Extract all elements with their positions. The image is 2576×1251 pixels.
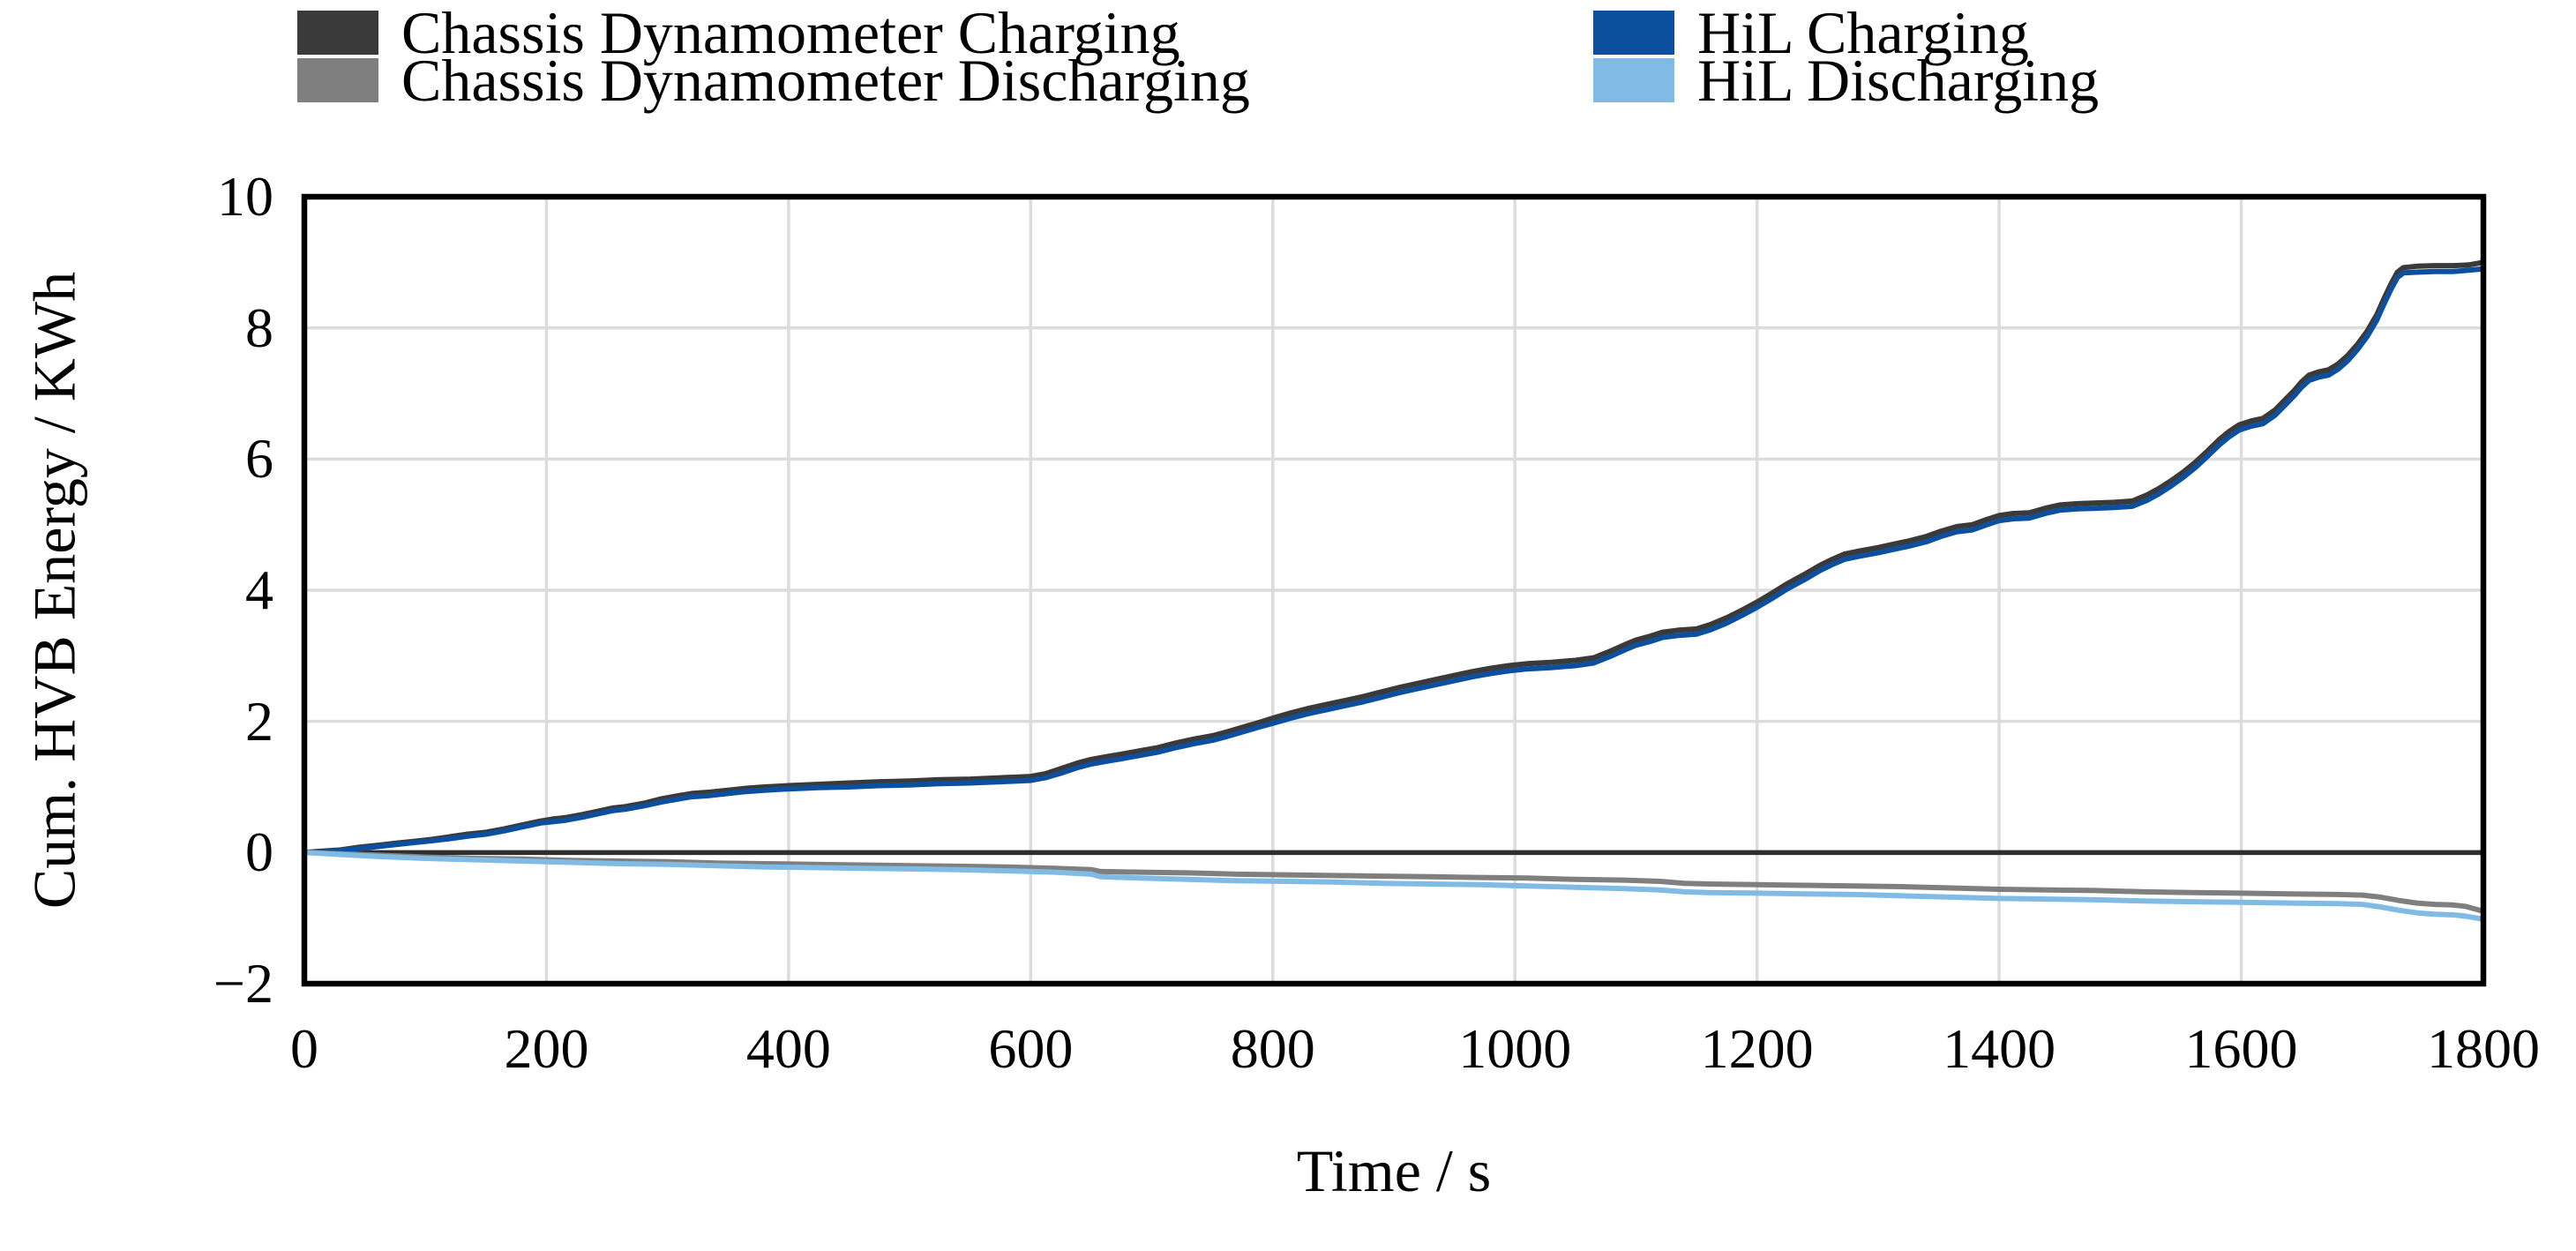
x-tick-label: 1000 (1458, 1017, 1572, 1080)
legend-label-hil-charging: HiL Charging (1697, 0, 2029, 66)
legend-label-chassis-dyno-discharging: Chassis Dynamometer Discharging (401, 47, 1250, 114)
legend-item-chassis-dyno-charging: Chassis Dynamometer Charging (297, 0, 1180, 66)
y-tick-label: −2 (213, 952, 273, 1015)
x-tick-label: 400 (745, 1017, 831, 1080)
y-tick-label: 0 (245, 820, 273, 884)
x-axis-label: Time / s (1296, 1137, 1492, 1204)
plot-border (301, 193, 2487, 987)
series-line-chassis-dynamometer-charging (303, 259, 2484, 856)
legend-label-chassis-dyno-charging: Chassis Dynamometer Charging (401, 0, 1180, 66)
x-tick-label: 600 (988, 1017, 1074, 1080)
x-tick-label: 200 (504, 1017, 589, 1080)
legend-swatch-hil-charging (1593, 11, 1674, 55)
series-line-hil-charging (303, 266, 2484, 856)
series-line-hil-discharging (303, 850, 2484, 923)
x-tick-label: 1800 (2427, 1017, 2540, 1080)
x-tick-label: 0 (290, 1017, 318, 1080)
legend-item-hil-discharging: HiL Discharging (1593, 47, 2100, 114)
x-tick-label: 1400 (1943, 1017, 2056, 1080)
x-tick-label: 1200 (1700, 1017, 1814, 1080)
y-tick-label: 8 (245, 296, 273, 359)
legend-item-chassis-dyno-discharging: Chassis Dynamometer Discharging (297, 47, 1250, 114)
legend-swatch-chassis-dyno-charging (297, 11, 378, 55)
legend-label-hil-discharging: HiL Discharging (1697, 47, 2100, 114)
legend-swatch-hil-discharging (1593, 58, 1674, 102)
y-tick-label: 10 (217, 165, 273, 228)
legend-item-hil-charging: HiL Charging (1593, 0, 2029, 66)
legend-swatch-chassis-dyno-discharging (297, 58, 378, 102)
y-tick-label: 4 (245, 558, 273, 621)
y-tick-label: 6 (245, 427, 273, 491)
x-tick-label: 1600 (2184, 1017, 2298, 1080)
x-tick-label: 800 (1230, 1017, 1315, 1080)
y-tick-label: 2 (245, 689, 273, 753)
